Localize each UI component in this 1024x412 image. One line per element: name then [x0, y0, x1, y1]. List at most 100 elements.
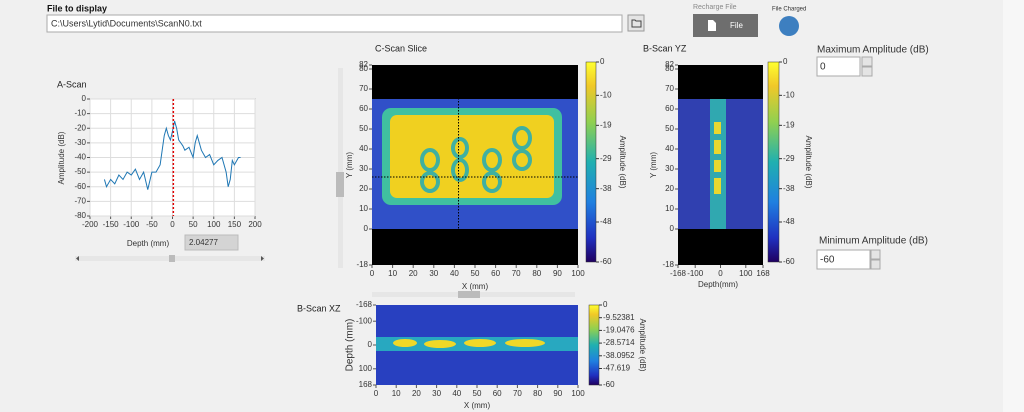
path-input[interactable]	[46, 14, 623, 33]
xz-colorbar	[588, 304, 600, 386]
a-scan-y-label: Amplitude (dB)	[57, 131, 66, 184]
colorbar-tick-label: -28.5714	[603, 338, 635, 347]
y-tick-label: -18	[662, 260, 674, 269]
y-tick-label: 50	[665, 124, 674, 133]
y-tick-label: -50	[74, 167, 86, 176]
colorbar-tick-label: -19	[600, 120, 612, 129]
y-tick-label: 10	[665, 204, 674, 213]
x-tick-label: -200	[82, 220, 99, 229]
y-tick-label: 30	[665, 164, 674, 173]
x-tick-label: 50	[189, 220, 198, 229]
y-tick-label: 60	[359, 104, 368, 113]
file-button-text: File	[730, 21, 743, 30]
colorbar-tick-label: -60	[600, 257, 612, 266]
colorbar-tick-label: -29	[600, 154, 612, 163]
colorbar-tick-label: -60	[603, 380, 615, 389]
y-tick-label: 20	[359, 184, 368, 193]
recharge-label: Recharge File	[693, 4, 737, 11]
spin-down[interactable]	[861, 66, 873, 77]
y-tick-label: -100	[356, 316, 373, 325]
x-tick-label: 150	[228, 220, 242, 229]
browse-button[interactable]	[627, 14, 645, 32]
y-tick-label: 82	[665, 60, 674, 69]
v-scroller-thumb[interactable]	[336, 172, 344, 197]
x-tick-label: 40	[450, 269, 459, 278]
xz-title: B-Scan XZ	[297, 303, 341, 313]
yz-colorbar	[767, 61, 780, 263]
y-tick-label: 70	[665, 84, 674, 93]
y-tick-label: 60	[665, 104, 674, 113]
y-tick-label: 168	[359, 380, 373, 389]
path-text: C:\Users\Lytid\Documents\ScanN0.txt	[51, 18, 202, 28]
colorbar-tick-label: -10	[600, 90, 612, 99]
x-tick-label: 0	[718, 269, 723, 278]
colorbar-tick-label: -19	[783, 120, 795, 129]
cursor-box[interactable]	[184, 234, 239, 251]
colorbar-tick-label: -38.0952	[603, 351, 635, 360]
y-tick-label: 0	[368, 340, 373, 349]
c-scan-colorbar-label: Amplitude (dB)	[618, 136, 627, 189]
c-scan-y-label: Y (mm)	[345, 152, 354, 178]
yz-title: B-Scan YZ	[643, 43, 687, 53]
colorbar-tick-label: -48	[600, 217, 612, 226]
colorbar-tick-label: -38	[783, 184, 795, 193]
file-label: File to display	[47, 3, 107, 13]
x-tick-label: 90	[553, 269, 562, 278]
cursor-value: 2.04277	[189, 238, 218, 247]
x-tick-label: 10	[392, 389, 401, 398]
x-tick-label: 200	[248, 220, 262, 229]
v-scroller[interactable]	[338, 68, 343, 268]
x-tick-label: -100	[687, 269, 704, 278]
x-tick-label: 80	[532, 269, 541, 278]
max-value: 0	[820, 62, 826, 73]
a-scan-x-label: Depth (mm)	[127, 239, 170, 248]
colorbar-tick-label: 0	[783, 57, 788, 66]
file-button[interactable]	[693, 14, 758, 37]
colorbar-tick-label: -19.0476	[603, 326, 635, 335]
y-tick-label: -18	[356, 260, 368, 269]
y-tick-label: -60	[74, 182, 86, 191]
x-tick-label: -50	[146, 220, 158, 229]
y-tick-label: 100	[359, 364, 373, 373]
colorbar-tick-label: -10	[783, 90, 795, 99]
x-tick-label: -150	[103, 220, 120, 229]
x-tick-label: 50	[471, 269, 480, 278]
file-icon	[708, 20, 716, 31]
x-tick-label: 80	[533, 389, 542, 398]
x-tick-label: 60	[491, 269, 500, 278]
spin-up[interactable]	[870, 249, 881, 260]
y-tick-label: 10	[359, 204, 368, 213]
h-scroller-thumb[interactable]	[458, 291, 480, 298]
y-tick-label: 0	[670, 224, 675, 233]
a-scan-trace	[103, 120, 241, 190]
y-tick-label: 0	[364, 224, 369, 233]
spin-down[interactable]	[870, 259, 881, 270]
y-tick-label: 80	[665, 64, 674, 73]
spin-up[interactable]	[861, 56, 873, 67]
yz-x-label: Depth(mm)	[698, 280, 738, 289]
x-tick-label: 100	[739, 269, 753, 278]
colorbar-tick-label: -48	[783, 217, 795, 226]
x-tick-label: -100	[123, 220, 140, 229]
max-input[interactable]	[816, 56, 861, 77]
colorbar-tick-label: 0	[603, 300, 608, 309]
y-tick-label: 82	[359, 60, 368, 69]
a-scan-title: A-Scan	[57, 79, 87, 89]
x-tick-label: 100	[571, 269, 585, 278]
y-tick-label: 40	[665, 144, 674, 153]
y-tick-label: -40	[74, 153, 86, 162]
scrollbar[interactable]	[1003, 0, 1024, 412]
y-tick-label: -30	[74, 138, 86, 147]
colorbar-tick-label: -60	[783, 257, 795, 266]
min-input[interactable]	[816, 249, 871, 270]
c-scan-x-label: X (mm)	[462, 282, 489, 291]
max-label: Maximum Amplitude (dB)	[817, 45, 929, 56]
x-tick-label: 0	[170, 220, 175, 229]
xz-colorbar-label: Amplitude (dB)	[638, 319, 647, 372]
charged-indicator	[779, 16, 799, 36]
colorbar-tick-label: -47.619	[603, 364, 631, 373]
y-tick-label: -20	[74, 123, 86, 132]
x-tick-label: 100	[571, 389, 585, 398]
slider-thumb[interactable]	[169, 255, 175, 262]
